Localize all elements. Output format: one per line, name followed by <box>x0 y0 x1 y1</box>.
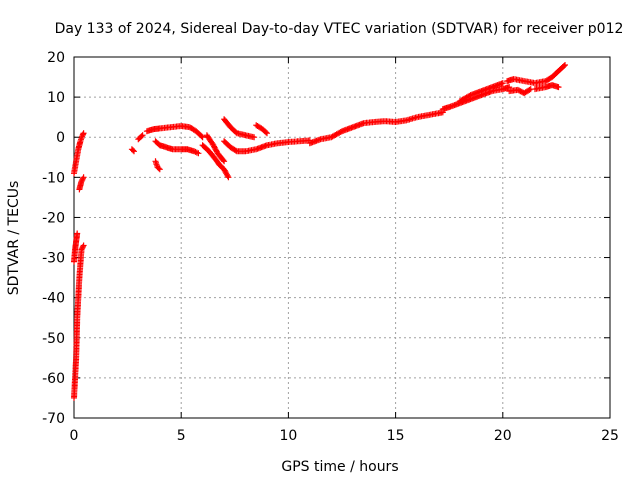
plot-frame <box>73 56 611 419</box>
y-tick-label: 0 <box>56 130 65 146</box>
axis-ticks: 0 5 10 15 20 25 -70 -60 -50 -40 -30 -20 -10 0 10 20 <box>42 50 619 444</box>
y-axis-label: SDTVAR / TECUs <box>6 181 22 296</box>
data-points-sdtvar <box>71 62 568 401</box>
y-tick-label: -70 <box>42 411 65 427</box>
data-series <box>71 62 568 401</box>
x-tick-label: 0 <box>70 428 79 444</box>
y-tick-label: -40 <box>42 291 65 307</box>
x-tick-label: 15 <box>387 428 405 444</box>
y-tick-label: 10 <box>47 90 65 106</box>
y-tick-label: -60 <box>42 371 65 387</box>
x-tick-label: 20 <box>494 428 512 444</box>
x-tick-label: 10 <box>279 428 297 444</box>
y-tick-label: 20 <box>47 50 65 66</box>
chart-title: Day 133 of 2024, Sidereal Day-to-day VTE… <box>55 21 624 37</box>
y-tick-label: -20 <box>42 210 65 226</box>
x-tick-label: 5 <box>177 428 186 444</box>
x-axis-label: GPS time / hours <box>281 459 398 475</box>
x-tick-label: 25 <box>601 428 619 444</box>
y-tick-label: -50 <box>42 331 65 347</box>
y-tick-label: -10 <box>42 170 65 186</box>
y-tick-label: -30 <box>42 251 65 267</box>
gridlines <box>74 57 610 418</box>
